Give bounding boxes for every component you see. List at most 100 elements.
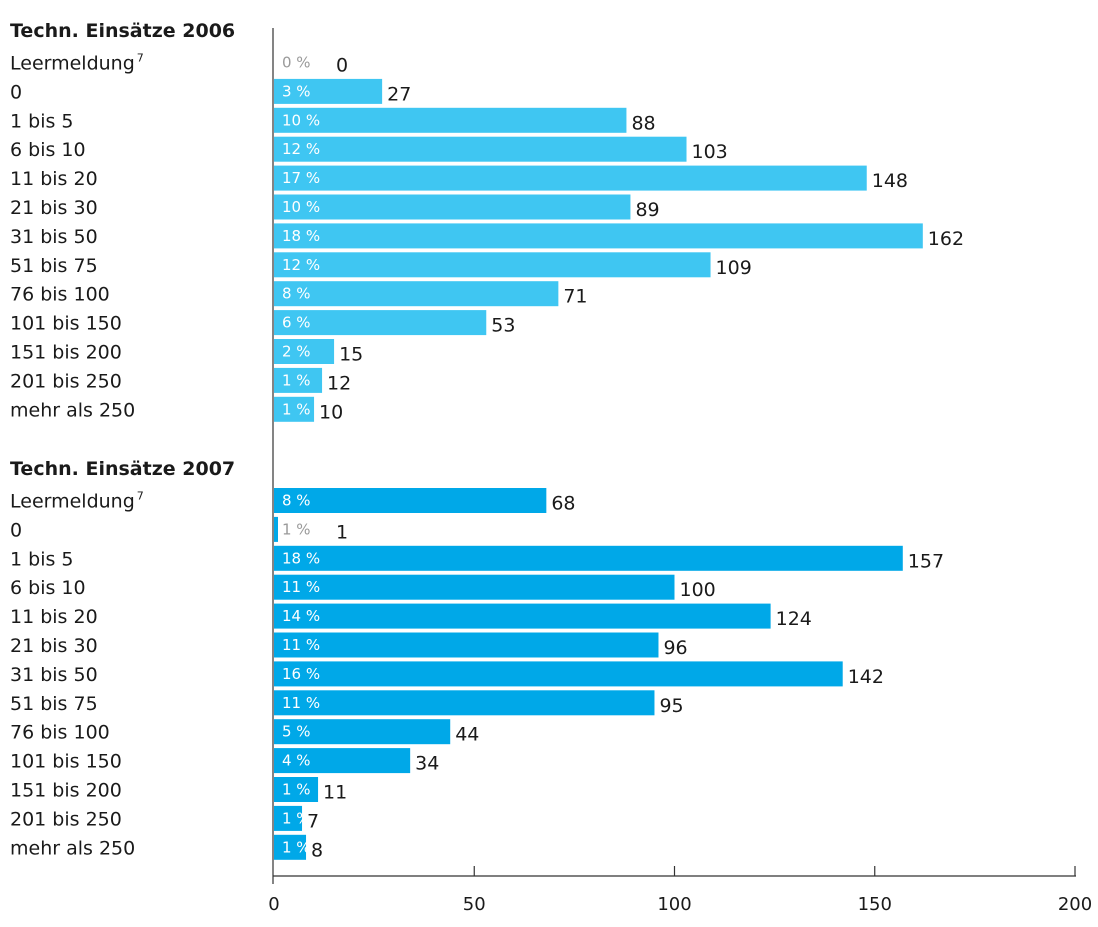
category-label: 76 bis 100 — [10, 284, 110, 306]
value-label: 53 — [491, 315, 515, 337]
percent-label: 12 % — [282, 140, 320, 158]
category-label: 101 bis 150 — [10, 751, 122, 773]
percent-label: 14 % — [282, 607, 320, 625]
bar — [274, 310, 487, 336]
bar — [274, 223, 923, 249]
category-label: 21 bis 30 — [10, 197, 98, 219]
group-title: Techn. Einsätze 2006 — [10, 20, 235, 42]
bar — [274, 603, 771, 629]
value-label: 34 — [415, 753, 439, 775]
value-label: 11 — [323, 782, 347, 804]
percent-label: 10 % — [282, 111, 320, 129]
percent-label: 11 % — [282, 694, 320, 712]
percent-label: 1 % — [282, 371, 311, 389]
category-label: 76 bis 100 — [10, 722, 110, 744]
group-title: Techn. Einsätze 2007 — [10, 458, 235, 480]
percent-label: 11 % — [282, 578, 320, 596]
x-tick-label: 150 — [858, 894, 892, 915]
bar — [274, 834, 307, 860]
percent-label: 6 % — [282, 314, 311, 332]
value-label: 7 — [307, 810, 319, 832]
category-label: 0 — [10, 81, 22, 103]
category-label: 11 bis 20 — [10, 168, 98, 190]
value-label: 89 — [635, 199, 659, 221]
category-label: 151 bis 200 — [10, 780, 122, 802]
x-tick-label: 50 — [463, 894, 486, 915]
percent-label: 1 % — [282, 520, 311, 538]
category-label: mehr als 250 — [10, 399, 135, 421]
percent-label: 2 % — [282, 343, 311, 361]
bar — [274, 719, 451, 745]
category-label: 201 bis 250 — [10, 808, 122, 830]
value-label: 157 — [908, 550, 944, 572]
value-label: 142 — [848, 666, 884, 688]
value-label: 0 — [336, 55, 348, 77]
bar — [274, 516, 279, 542]
footnote-mark: 7 — [137, 52, 144, 65]
value-label: 100 — [680, 579, 716, 601]
bar — [274, 194, 631, 220]
bar — [274, 545, 903, 571]
value-label: 12 — [327, 372, 351, 394]
bar — [274, 339, 335, 364]
percent-label: 1 % — [282, 838, 311, 856]
percent-label: 1 % — [282, 809, 311, 827]
category-label: 1 bis 5 — [10, 548, 74, 570]
value-label: 103 — [692, 141, 728, 163]
category-label: 31 bis 50 — [10, 226, 98, 248]
value-label: 162 — [928, 228, 964, 250]
category-label: 151 bis 200 — [10, 342, 122, 364]
percent-label: 1 % — [282, 781, 311, 799]
bar — [274, 690, 655, 716]
value-label: 27 — [387, 83, 411, 105]
bar — [274, 252, 711, 278]
percent-label: 5 % — [282, 723, 311, 741]
x-tick-label: 200 — [1058, 894, 1092, 915]
bar — [274, 632, 659, 658]
percent-label: 18 % — [282, 227, 320, 245]
category-label: 1 bis 5 — [10, 110, 74, 132]
bar — [274, 748, 411, 774]
bar — [274, 805, 303, 831]
footnote-mark: 7 — [137, 490, 144, 503]
value-label: 15 — [339, 344, 363, 366]
category-label: 6 bis 10 — [10, 577, 86, 599]
bar — [274, 574, 675, 600]
value-label: 68 — [551, 493, 575, 515]
category-label: 51 bis 75 — [10, 255, 98, 277]
value-label: 124 — [776, 608, 812, 630]
value-label: 148 — [872, 170, 908, 192]
percent-label: 16 % — [282, 665, 320, 683]
percent-label: 11 % — [282, 636, 320, 654]
bar — [274, 281, 559, 307]
category-label: mehr als 250 — [10, 837, 135, 859]
bar — [274, 661, 843, 687]
bar — [274, 488, 547, 513]
x-axis: 0 50 100 150 200 — [268, 866, 1092, 915]
bar-group-0: Techn. Einsätze 2006 Leermeldung 7 0 % 0 0 3 %… — [10, 20, 964, 423]
bar — [274, 107, 627, 133]
percent-label: 8 % — [282, 492, 311, 510]
value-label: 109 — [716, 257, 752, 279]
value-label: 1 — [336, 521, 348, 543]
percent-label: 3 % — [282, 82, 311, 100]
category-label: Leermeldung 7 — [10, 490, 144, 513]
category-label: 31 bis 50 — [10, 664, 98, 686]
value-label: 71 — [563, 286, 587, 308]
x-tick-label: 100 — [657, 894, 691, 915]
category-label: 11 bis 20 — [10, 606, 98, 628]
chart-groups: Techn. Einsätze 2006 Leermeldung 7 0 % 0 0 3 %… — [10, 20, 964, 861]
value-label: 8 — [311, 839, 323, 861]
category-label: 101 bis 150 — [10, 313, 122, 335]
bar — [274, 367, 323, 393]
percent-label: 12 % — [282, 256, 320, 274]
value-label: 88 — [631, 112, 655, 134]
bar — [274, 136, 687, 162]
value-label: 10 — [319, 401, 343, 423]
category-label: 0 — [10, 519, 22, 541]
category-label: 51 bis 75 — [10, 693, 98, 715]
value-label: 44 — [455, 724, 479, 746]
value-label: 95 — [659, 695, 683, 717]
category-label: 6 bis 10 — [10, 139, 86, 161]
